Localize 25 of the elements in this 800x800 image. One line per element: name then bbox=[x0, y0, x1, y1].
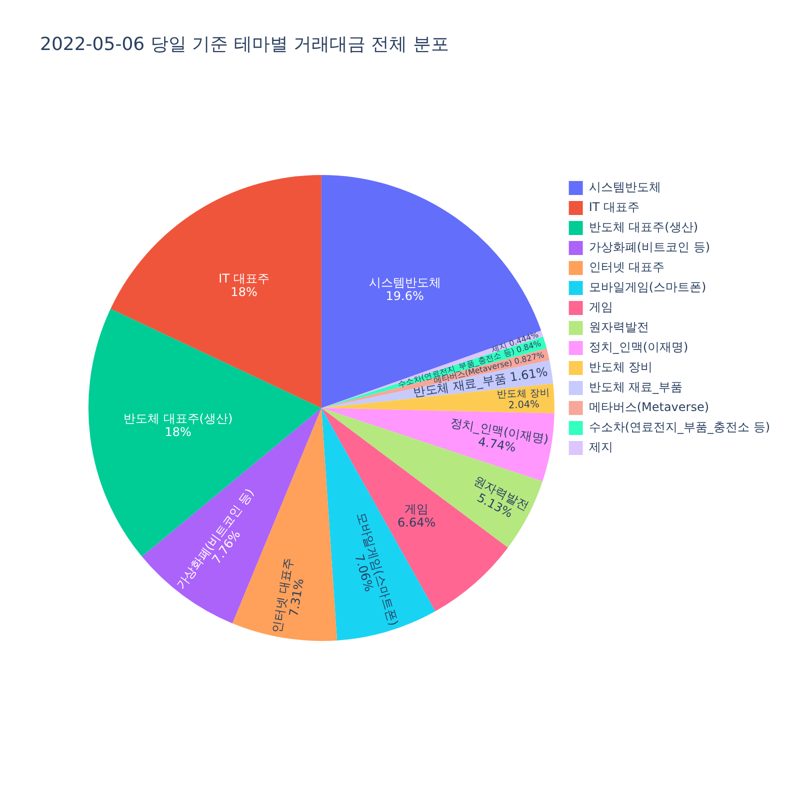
slice-label: IT 대표주 bbox=[218, 271, 270, 286]
legend-label: 수소차(연료전지_부품_충전소 등) bbox=[588, 420, 770, 434]
legend-label: 제지 bbox=[588, 440, 613, 454]
data-label: 18% bbox=[230, 285, 258, 300]
slice-label: 게임 bbox=[404, 502, 429, 516]
legend-label: 반도체 대표주(생산) bbox=[588, 220, 698, 234]
legend-label: 가상화폐(비트코인 등) bbox=[588, 240, 710, 254]
legend-label: IT 대표주 bbox=[588, 200, 640, 214]
legend-label: 모바일게임(스마트폰) bbox=[588, 280, 706, 294]
chart-title: 2022-05-06 당일 기준 테마별 거래대금 전체 분포 bbox=[40, 33, 449, 56]
legend-label: 게임 bbox=[588, 300, 613, 314]
slice-label: 반도체 대표주(생산) bbox=[123, 411, 233, 426]
slice-label: 반도체 장비 bbox=[496, 387, 550, 401]
legend-label: 시스템반도체 bbox=[588, 180, 661, 194]
legend-label: 원자력발전 bbox=[588, 320, 649, 334]
data-label: 18% bbox=[164, 425, 192, 440]
data-label: 19.6% bbox=[386, 289, 424, 304]
data-label: 2.04% bbox=[508, 399, 540, 412]
legend-label: 인터넷 대표주 bbox=[588, 260, 665, 274]
legend-label: 정치_인맥(이재명) bbox=[588, 340, 688, 354]
legend-label: 반도체 장비 bbox=[588, 360, 653, 374]
legend-label: 반도체 재료_부품 bbox=[588, 380, 683, 394]
legend-label: 메타버스(Metaverse) bbox=[588, 400, 710, 414]
slice-label: 시스템반도체 bbox=[368, 275, 441, 290]
data-label: 6.64% bbox=[398, 516, 436, 530]
